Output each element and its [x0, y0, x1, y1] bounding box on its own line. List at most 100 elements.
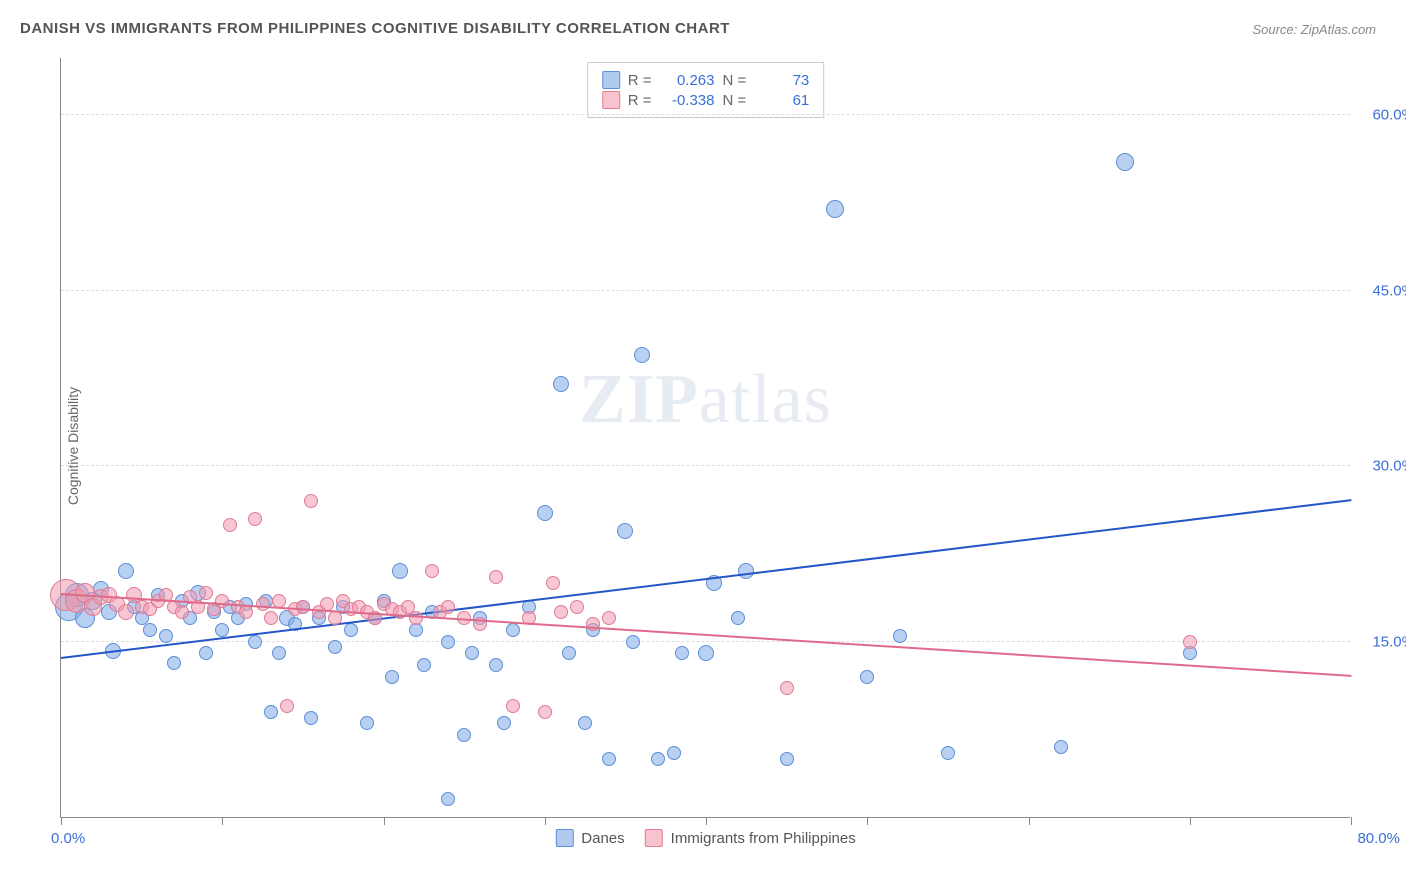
x-tick — [1351, 817, 1352, 825]
data-point — [1116, 153, 1134, 171]
data-point — [441, 792, 455, 806]
data-point — [941, 746, 955, 760]
data-point — [578, 716, 592, 730]
y-tick-label: 60.0% — [1372, 107, 1406, 124]
swatch-blue — [602, 71, 620, 89]
data-point — [417, 658, 431, 672]
data-point — [167, 656, 181, 670]
r-value: -0.338 — [660, 92, 715, 109]
data-point — [143, 623, 157, 637]
data-point — [489, 570, 503, 584]
x-tick — [61, 817, 62, 825]
legend-item: Immigrants from Philippines — [645, 829, 856, 847]
data-point — [159, 629, 173, 643]
gridline — [61, 290, 1350, 291]
legend-series: Danes Immigrants from Philippines — [555, 829, 855, 847]
data-point — [506, 623, 520, 637]
data-point — [256, 597, 270, 611]
x-label-max: 80.0% — [1357, 830, 1400, 847]
data-point — [175, 605, 189, 619]
x-tick — [1190, 817, 1191, 825]
data-point — [546, 576, 560, 590]
data-point — [118, 604, 134, 620]
data-point — [489, 658, 503, 672]
data-point — [199, 586, 213, 600]
data-point — [264, 705, 278, 719]
data-point — [441, 600, 455, 614]
data-point — [553, 376, 569, 392]
n-label: N = — [723, 92, 747, 109]
x-tick — [867, 817, 868, 825]
data-point — [634, 347, 650, 363]
data-point — [360, 716, 374, 730]
watermark: ZIPatlas — [579, 360, 832, 440]
swatch-blue — [555, 829, 573, 847]
data-point — [826, 200, 844, 218]
data-point — [1054, 740, 1068, 754]
plot-area: ZIPatlas R = 0.263 N = 73 R = -0.338 N =… — [60, 58, 1350, 818]
x-tick — [545, 817, 546, 825]
data-point — [1183, 635, 1197, 649]
data-point — [118, 563, 134, 579]
legend-row: R = -0.338 N = 61 — [602, 91, 810, 109]
legend-label: Danes — [581, 830, 624, 847]
x-tick — [706, 817, 707, 825]
data-point — [248, 512, 262, 526]
data-point — [441, 635, 455, 649]
legend-item: Danes — [555, 829, 624, 847]
data-point — [328, 611, 342, 625]
n-value: 73 — [754, 72, 809, 89]
data-point — [731, 611, 745, 625]
x-tick — [1029, 817, 1030, 825]
data-point — [626, 635, 640, 649]
data-point — [602, 752, 616, 766]
data-point — [215, 623, 229, 637]
data-point — [296, 600, 310, 614]
data-point — [675, 646, 689, 660]
data-point — [617, 523, 633, 539]
data-point — [264, 611, 278, 625]
data-point — [344, 623, 358, 637]
data-point — [698, 645, 714, 661]
x-label-min: 0.0% — [51, 830, 85, 847]
x-tick — [384, 817, 385, 825]
data-point — [860, 670, 874, 684]
data-point — [409, 611, 423, 625]
data-point — [537, 505, 553, 521]
data-point — [667, 746, 681, 760]
r-value: 0.263 — [660, 72, 715, 89]
data-point — [780, 681, 794, 695]
swatch-pink — [645, 829, 663, 847]
data-point — [538, 705, 552, 719]
data-point — [304, 494, 318, 508]
y-tick-label: 15.0% — [1372, 633, 1406, 650]
data-point — [223, 518, 237, 532]
legend-row: R = 0.263 N = 73 — [602, 71, 810, 89]
chart-title: DANISH VS IMMIGRANTS FROM PHILIPPINES CO… — [20, 20, 730, 37]
gridline — [61, 114, 1350, 115]
data-point — [497, 716, 511, 730]
data-point — [651, 752, 665, 766]
data-point — [570, 600, 584, 614]
data-point — [328, 640, 342, 654]
n-value: 61 — [754, 92, 809, 109]
x-tick — [222, 817, 223, 825]
data-point — [425, 564, 439, 578]
r-label: R = — [628, 92, 652, 109]
source-text: Source: ZipAtlas.com — [1252, 22, 1376, 37]
data-point — [304, 711, 318, 725]
data-point — [893, 629, 907, 643]
data-point — [248, 635, 262, 649]
legend-stats: R = 0.263 N = 73 R = -0.338 N = 61 — [587, 62, 825, 118]
data-point — [506, 699, 520, 713]
data-point — [239, 605, 253, 619]
swatch-pink — [602, 91, 620, 109]
n-label: N = — [723, 72, 747, 89]
data-point — [465, 646, 479, 660]
data-point — [562, 646, 576, 660]
data-point — [602, 611, 616, 625]
data-point — [554, 605, 568, 619]
y-tick-label: 45.0% — [1372, 282, 1406, 299]
watermark-light: atlas — [699, 361, 832, 438]
data-point — [272, 646, 286, 660]
